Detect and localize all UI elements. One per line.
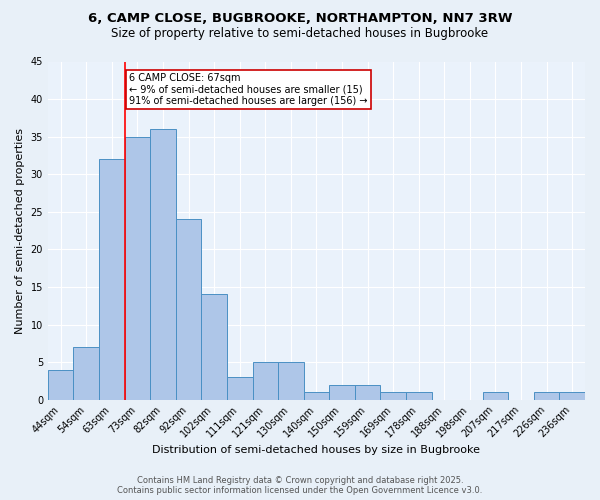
Bar	[278, 362, 304, 400]
Text: 6 CAMP CLOSE: 67sqm
← 9% of semi-detached houses are smaller (15)
91% of semi-de: 6 CAMP CLOSE: 67sqm ← 9% of semi-detache…	[129, 73, 368, 106]
Text: 6, CAMP CLOSE, BUGBROOKE, NORTHAMPTON, NN7 3RW: 6, CAMP CLOSE, BUGBROOKE, NORTHAMPTON, N…	[88, 12, 512, 26]
Bar	[125, 136, 150, 400]
Bar	[176, 220, 202, 400]
Bar	[253, 362, 278, 400]
Bar	[73, 347, 99, 400]
Bar	[559, 392, 585, 400]
Bar	[380, 392, 406, 400]
Bar	[99, 159, 125, 400]
Y-axis label: Number of semi-detached properties: Number of semi-detached properties	[15, 128, 25, 334]
Bar	[48, 370, 73, 400]
Bar	[534, 392, 559, 400]
Bar	[304, 392, 329, 400]
Text: Size of property relative to semi-detached houses in Bugbrooke: Size of property relative to semi-detach…	[112, 28, 488, 40]
X-axis label: Distribution of semi-detached houses by size in Bugbrooke: Distribution of semi-detached houses by …	[152, 445, 481, 455]
Text: Contains HM Land Registry data © Crown copyright and database right 2025.
Contai: Contains HM Land Registry data © Crown c…	[118, 476, 482, 495]
Bar	[406, 392, 431, 400]
Bar	[150, 129, 176, 400]
Bar	[202, 294, 227, 400]
Bar	[329, 384, 355, 400]
Bar	[355, 384, 380, 400]
Bar	[482, 392, 508, 400]
Bar	[227, 377, 253, 400]
